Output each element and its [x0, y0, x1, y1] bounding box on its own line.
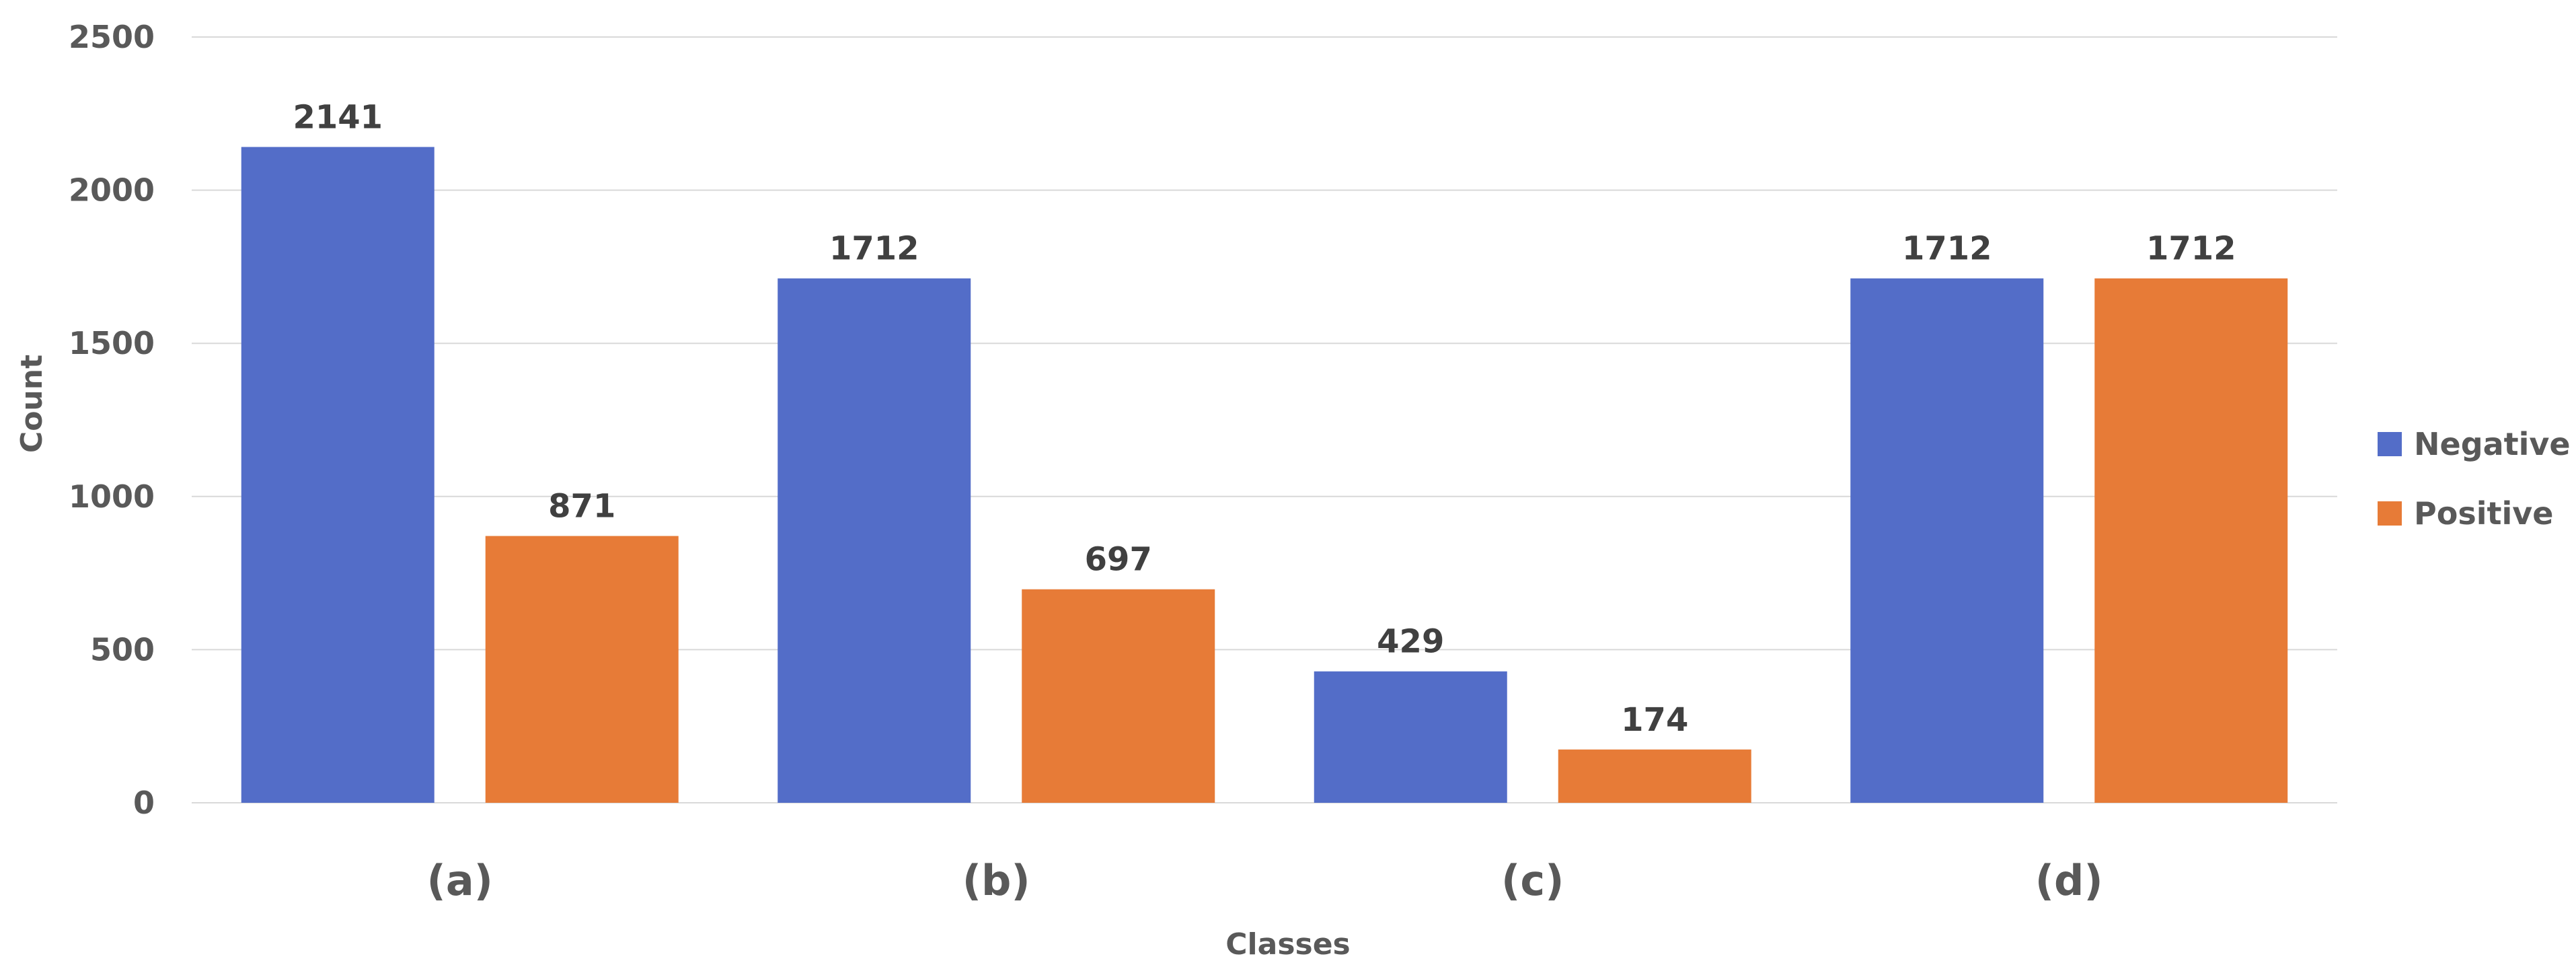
bar-positive-3 [2094, 278, 2288, 803]
data-label: 174 [1621, 701, 1688, 739]
x-category-label: (d) [2035, 856, 2103, 905]
data-label: 697 [1085, 541, 1152, 579]
bar-negative-1 [778, 278, 971, 803]
bar-positive-0 [485, 536, 679, 803]
data-label: 2141 [293, 98, 383, 136]
legend-label-positive: Positive [2414, 495, 2553, 532]
data-labels: 2141 871 1712 697 429 174 1712 1712 [293, 98, 2236, 738]
y-axis-ticks: 0 500 1000 1500 2000 2500 [69, 19, 155, 821]
bar-positive-2 [1558, 749, 1751, 803]
y-tick-label: 2000 [69, 172, 155, 209]
data-label: 1712 [1902, 230, 1992, 268]
y-tick-label: 2500 [69, 19, 155, 55]
bars [241, 147, 2288, 803]
x-axis-categories: (a) (b) (c) (d) [426, 856, 2103, 905]
y-tick-label: 1000 [69, 478, 155, 515]
bar-negative-0 [241, 147, 434, 803]
x-category-label: (a) [426, 856, 493, 905]
x-axis-title: Classes [1225, 927, 1350, 962]
data-label: 429 [1377, 623, 1444, 661]
data-label: 1712 [2146, 230, 2236, 268]
x-category-label: (b) [962, 856, 1030, 905]
y-tick-label: 0 [133, 785, 155, 821]
y-axis-title: Count [15, 355, 49, 453]
bar-negative-3 [1850, 278, 2044, 803]
data-label: 1712 [829, 230, 919, 268]
bar-negative-2 [1314, 671, 1507, 803]
bar-positive-1 [1022, 589, 1215, 803]
y-tick-label: 1500 [69, 325, 155, 361]
legend-swatch-negative [2378, 432, 2402, 456]
legend-swatch-positive [2378, 501, 2402, 526]
legend-label-negative: Negative [2414, 426, 2571, 462]
x-category-label: (c) [1501, 856, 1564, 905]
legend: Negative Positive [2378, 426, 2571, 532]
y-tick-label: 500 [90, 631, 155, 668]
data-label: 871 [548, 488, 615, 526]
